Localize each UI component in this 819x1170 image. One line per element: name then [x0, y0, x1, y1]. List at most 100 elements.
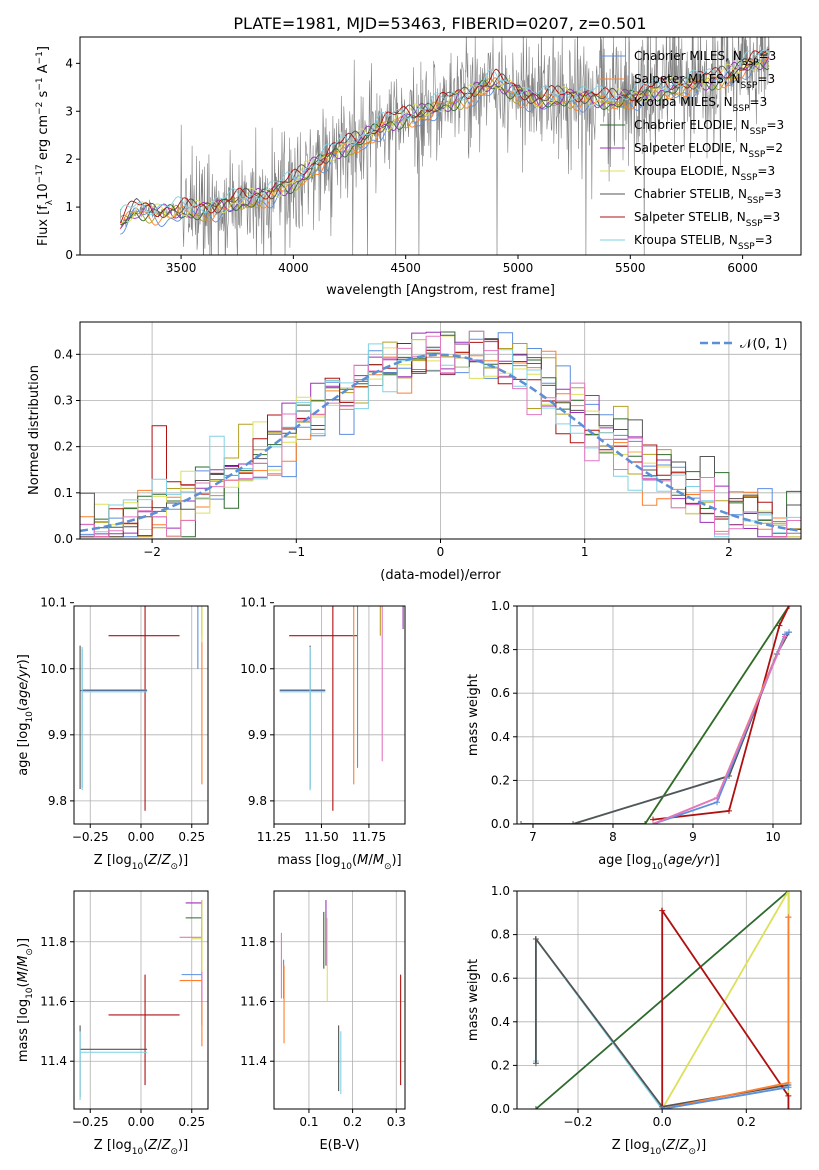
label-part: Z: [161, 1138, 172, 1153]
y-tick-label: 10.0: [240, 662, 267, 676]
cumulative-marker-chabrier_miles: [785, 1084, 792, 1091]
label-part: )]: [16, 654, 31, 664]
label-part: ⊙: [170, 1147, 178, 1157]
x-tick-label: 0.00: [128, 1115, 155, 1129]
histogram-salpeter_elodie: [80, 331, 801, 538]
label-part: ⊙: [384, 862, 392, 872]
cumulative-line-chabrier_miles: [652, 631, 790, 824]
legend-n: =3: [766, 118, 784, 132]
cumulative-line-salpeter_miles: [652, 631, 790, 824]
legend-entry-kroupa_elodie: Kroupa ELODIE, NSSP=3: [634, 164, 775, 183]
x-tick-label: 1: [581, 545, 589, 559]
model-spectrum-kroupa_elodie: [120, 51, 770, 226]
label-part: −1: [35, 77, 45, 90]
cumulative-marker-chabrier_elodie: [642, 821, 648, 824]
x-tick-label: 0.2: [737, 1115, 756, 1129]
label-part: −2: [35, 102, 45, 115]
plot-area: [79, 606, 203, 811]
panel-spectrum: 3500 4000 4500 5000 5500 6000 0 1 2 3 4 Chabrier MI…: [35, 36, 802, 298]
y-tick-label: 0.0: [491, 1102, 510, 1116]
plot-area: [80, 330, 801, 538]
label-part: )]: [16, 938, 31, 948]
label-part: ]: [36, 46, 51, 51]
label-part: A: [36, 64, 51, 77]
y-axis-label: mass weight: [466, 959, 481, 1041]
y-tick-label: 1: [65, 200, 73, 214]
x-tick-label: 11.50: [304, 830, 338, 844]
label-part: )]: [710, 853, 720, 868]
label-part: M: [16, 971, 31, 982]
legend-sub: SSP: [746, 219, 763, 229]
label-part: 10: [132, 1147, 144, 1157]
x-tick-label: −2: [143, 545, 161, 559]
label-part: mass [: [16, 1019, 31, 1062]
x-axis-label: E(B-V): [319, 1138, 359, 1153]
cumulative-marker-chabrier_stelib: [570, 821, 576, 824]
panel-age_vs_mass: 11.25 11.50 11.75 9.8 9.9 10.0 10.1 mass [log10…: [240, 596, 406, 872]
legend-entry-chabrier_miles: Chabrier MILES, NSSP=3: [634, 49, 776, 68]
label-part: Z [: [612, 1138, 630, 1153]
x-tick-label: −1: [287, 545, 305, 559]
legend-sub: SSP: [747, 196, 764, 206]
y-axis-label: age [log10(age/yr)]: [16, 654, 35, 776]
label-part: /: [368, 853, 373, 868]
y-tick-label: 0.8: [491, 928, 510, 942]
y-tick-label: 0.4: [491, 1015, 510, 1029]
label-part: Flux [f: [36, 205, 51, 246]
legend-sub: SSP: [748, 150, 765, 160]
axes: 11.25 11.50 11.75 9.8 9.9 10.0 10.1 mass [log10…: [240, 596, 406, 872]
axes-frame: [516, 605, 802, 825]
label-part: erg cm: [36, 115, 51, 164]
label-part: )]: [696, 1138, 706, 1153]
label-part: M: [373, 853, 384, 868]
cumulative-marker-salpeter_stelib: [786, 606, 792, 609]
cumulative-marker-salpeter_stelib: [785, 1092, 792, 1099]
cumulative-marker-pink: [714, 794, 720, 801]
axes-frame: [79, 36, 802, 256]
y-tick-label: 0.0: [491, 817, 510, 831]
label-part: age/yr: [16, 663, 31, 706]
cumulative-line-salpeter_stelib: [661, 907, 790, 1109]
y-tick-label: 9.8: [48, 794, 67, 808]
cumulative-marker-salpeter_stelib: [776, 622, 783, 629]
label-part: log: [16, 999, 31, 1019]
x-tick-label: 8: [609, 830, 617, 844]
plot-area: [518, 606, 792, 824]
y-tick-label: 11.4: [40, 1054, 67, 1068]
label-part: log: [112, 1138, 132, 1153]
label-part: age [: [598, 853, 631, 868]
y-tick-label: 9.9: [48, 728, 67, 742]
legend-text: Chabrier ELODIE, N: [634, 118, 750, 132]
y-tick-label: 0.6: [491, 686, 510, 700]
label-part: 10: [341, 862, 353, 872]
label-part: (: [16, 706, 31, 711]
x-axis-label: mass [log10(M/M⊙)]: [277, 853, 401, 872]
label-part: log: [112, 853, 132, 868]
plot-area: [279, 606, 404, 811]
cumulative-marker-chabrier_stelib: [532, 1060, 539, 1067]
y-tick-label: 0: [65, 248, 73, 262]
x-tick-label: 10: [765, 830, 780, 844]
y-tick-label: 9.8: [248, 794, 267, 808]
cumulative-marker-chabrier_miles: [659, 1106, 666, 1109]
label-part: 10: [132, 862, 144, 872]
cumulative-marker-salpeter_stelib: [659, 907, 666, 914]
y-tick-label: 0.6: [491, 971, 510, 985]
x-tick-label: 6000: [727, 261, 758, 275]
label-part: λ: [45, 199, 55, 205]
label-part: Z: [665, 1138, 676, 1153]
label-part: ⊙: [688, 1147, 696, 1157]
x-tick-label: 0.0: [653, 1115, 672, 1129]
legend-entry-kroupa_stelib: Kroupa STELIB, NSSP=3: [634, 233, 772, 252]
legend-sub: SSP: [742, 58, 759, 68]
y-tick-label: 0.4: [491, 730, 510, 744]
legend-n: =3: [755, 233, 773, 247]
legend-entry-chabrier_elodie: Chabrier ELODIE, NSSP=3: [634, 118, 784, 137]
x-tick-label: −0.25: [72, 1115, 109, 1129]
x-tick-label: −0.25: [72, 830, 109, 844]
label-part: log: [632, 853, 652, 868]
legend-text: Salpeter ELODIE, N: [634, 141, 748, 155]
label-part: (: [661, 1138, 666, 1153]
